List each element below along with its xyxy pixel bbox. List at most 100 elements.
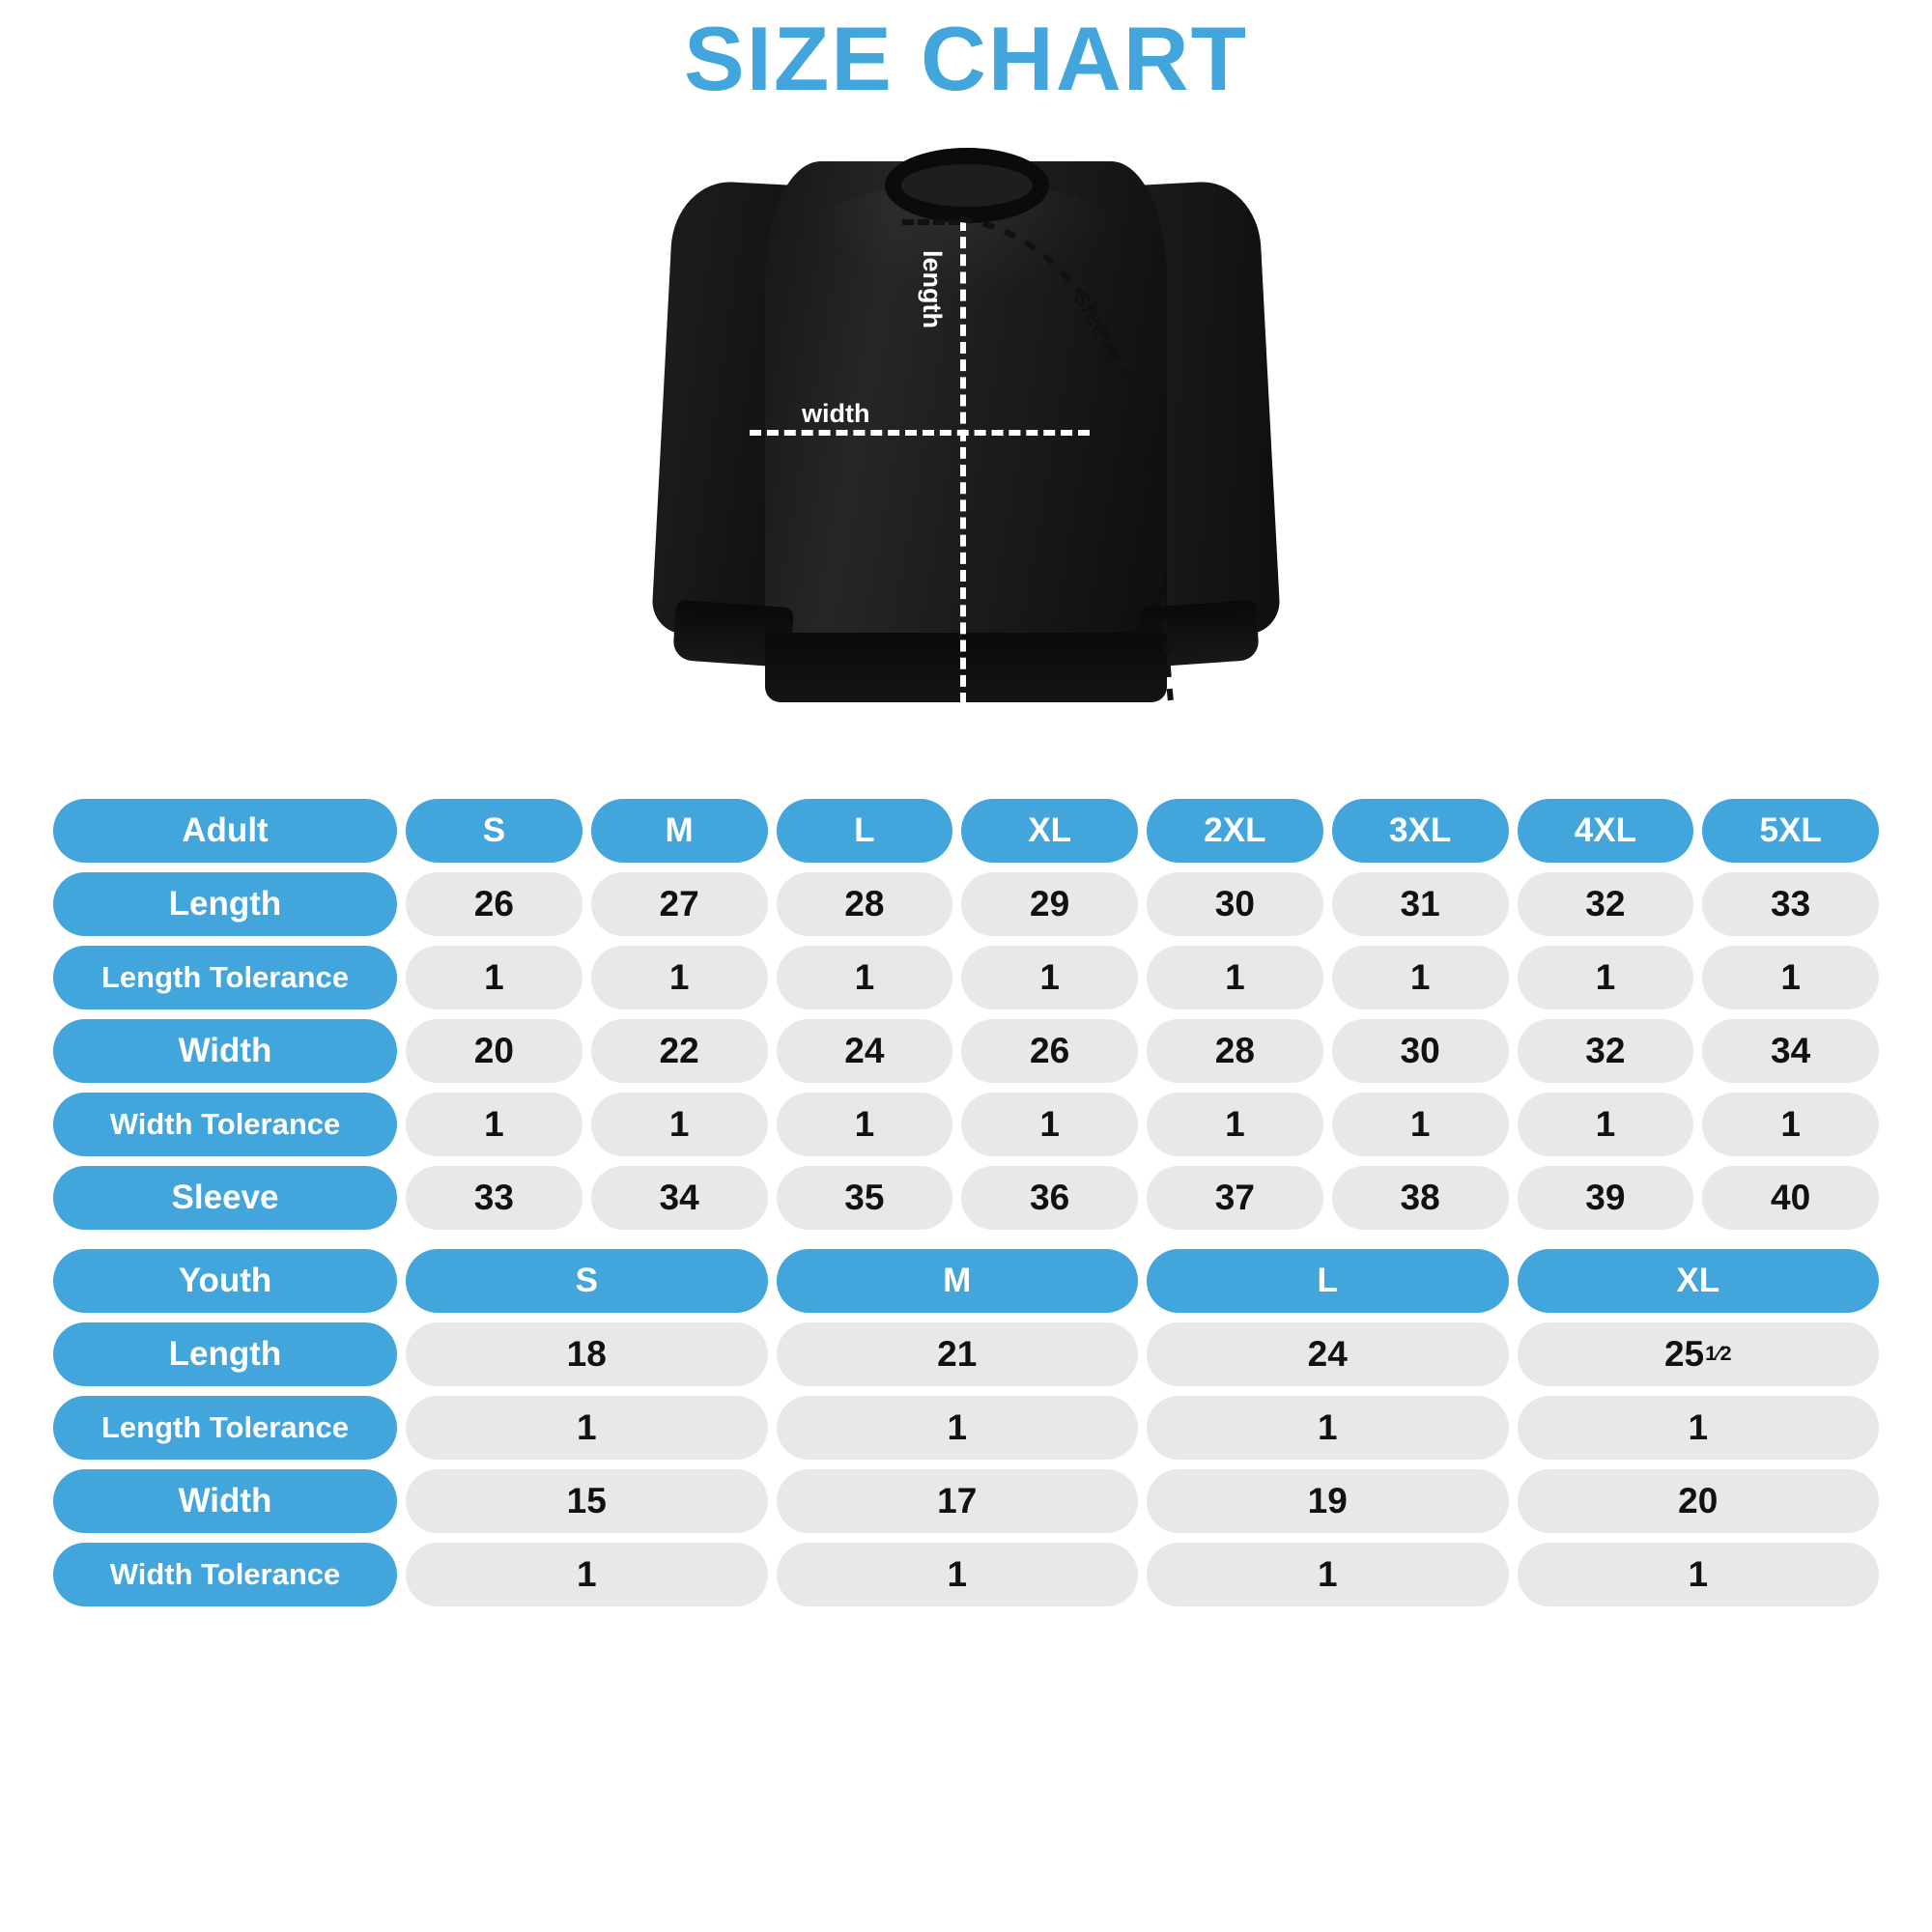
adult-row-label: Length [53, 871, 397, 936]
adult-cell: 1 [1147, 945, 1323, 1009]
width-guide-dashed-line [750, 429, 1090, 436]
adult-cell: 1 [1147, 1092, 1323, 1156]
adult-cell: 26 [961, 1018, 1138, 1083]
adult-size-header-l: L [776, 798, 953, 863]
youth-size-header-s: S [406, 1248, 768, 1313]
adult-cell: 35 [776, 1165, 953, 1230]
length-measure-label: length [918, 249, 947, 328]
adult-cell: 1 [1517, 945, 1694, 1009]
adult-cell: 1 [776, 945, 953, 1009]
adult-cell: 27 [590, 871, 768, 936]
adult-cell: 39 [1517, 1165, 1694, 1230]
adult-size-header-m: M [590, 798, 768, 863]
youth-cell: 1 [776, 1542, 1138, 1606]
hem-shape [765, 632, 1167, 702]
adult-cell: 1 [1702, 945, 1879, 1009]
youth-cell: 15 [406, 1468, 768, 1533]
youth-size-header-l: L [1147, 1248, 1509, 1313]
adult-cell: 34 [590, 1165, 768, 1230]
adult-size-header-5xl: 5XL [1702, 798, 1879, 863]
size-tables: Adult S M L XL 2XL 3XL 4XL 5XL Length 26 27 28 29 30 31… [0, 789, 1932, 1616]
youth-cell: 1 [1147, 1542, 1509, 1606]
adult-table-title: Adult [53, 798, 397, 863]
adult-cell: 33 [406, 1165, 582, 1230]
youth-row-label: Width [53, 1468, 397, 1533]
adult-cell: 1 [1517, 1092, 1694, 1156]
youth-table-title: Youth [53, 1248, 397, 1313]
adult-table-row: Length 26 27 28 29 30 31 32 33 [53, 871, 1879, 936]
adult-cell: 1 [590, 1092, 768, 1156]
youth-cell: 1 [1517, 1542, 1879, 1606]
adult-cell: 1 [1331, 945, 1509, 1009]
adult-cell: 22 [590, 1018, 768, 1083]
adult-table-row: Sleeve 33 34 35 36 37 38 39 40 [53, 1165, 1879, 1230]
youth-cell: 1 [1147, 1395, 1509, 1460]
adult-cell: 1 [406, 945, 582, 1009]
youth-size-header-xl: XL [1517, 1248, 1879, 1313]
width-measure-label: width [802, 398, 870, 428]
adult-cell: 31 [1331, 871, 1509, 936]
garment-diagram: width length sleeve [0, 113, 1932, 789]
adult-size-table: Adult S M L XL 2XL 3XL 4XL 5XL Length 26 27 28 29 30 31… [44, 789, 1888, 1239]
adult-cell: 26 [406, 871, 582, 936]
adult-cell: 36 [961, 1165, 1138, 1230]
adult-cell: 1 [961, 1092, 1138, 1156]
youth-cell: 24 [1147, 1321, 1509, 1386]
youth-table-row: Length Tolerance 1 1 1 1 [53, 1395, 1879, 1460]
adult-size-header-3xl: 3XL [1331, 798, 1509, 863]
adult-cell: 20 [406, 1018, 582, 1083]
adult-row-label: Width [53, 1018, 397, 1083]
adult-cell: 28 [1147, 1018, 1323, 1083]
youth-cell: 1 [406, 1395, 768, 1460]
youth-table-row: Length 18 21 24 25 1⁄2 [53, 1321, 1879, 1386]
page-title: SIZE CHART [684, 8, 1248, 109]
youth-header-row: Youth S M L XL [53, 1248, 1879, 1313]
youth-row-label: Length [53, 1321, 397, 1386]
adult-cell: 24 [776, 1018, 953, 1083]
adult-cell: 33 [1702, 871, 1879, 936]
youth-cell: 18 [406, 1321, 768, 1386]
youth-cell: 1 [406, 1542, 768, 1606]
youth-size-header-m: M [776, 1248, 1138, 1313]
adult-cell: 34 [1702, 1018, 1879, 1083]
youth-row-label: Width Tolerance [53, 1542, 397, 1606]
adult-cell: 32 [1517, 1018, 1694, 1083]
adult-cell: 1 [776, 1092, 953, 1156]
adult-row-label: Width Tolerance [53, 1092, 397, 1156]
adult-table-row: Length Tolerance 1 1 1 1 1 1 1 1 [53, 945, 1879, 1009]
adult-cell: 1 [1331, 1092, 1509, 1156]
adult-size-header-2xl: 2XL [1147, 798, 1323, 863]
adult-cell: 29 [961, 871, 1138, 936]
length-guide-dashed-line [960, 218, 966, 704]
adult-cell: 28 [776, 871, 953, 936]
adult-table-row: Width Tolerance 1 1 1 1 1 1 1 1 [53, 1092, 1879, 1156]
adult-row-label: Sleeve [53, 1165, 397, 1230]
youth-cell: 20 [1517, 1468, 1879, 1533]
adult-size-header-4xl: 4XL [1517, 798, 1694, 863]
youth-row-label: Length Tolerance [53, 1395, 397, 1460]
adult-cell: 38 [1331, 1165, 1509, 1230]
adult-size-header-xl: XL [961, 798, 1138, 863]
adult-table-row: Width 20 22 24 26 28 30 32 34 [53, 1018, 1879, 1083]
adult-cell: 30 [1147, 871, 1323, 936]
youth-cell: 25 1⁄2 [1517, 1321, 1879, 1386]
youth-cell: 19 [1147, 1468, 1509, 1533]
youth-size-table: Youth S M L XL Length 18 21 24 25 1⁄2 Length Tolera… [44, 1239, 1888, 1616]
adult-cell: 30 [1331, 1018, 1509, 1083]
sleeve-guide-dashed-curve [959, 215, 1174, 702]
adult-cell: 1 [961, 945, 1138, 1009]
adult-cell: 40 [1702, 1165, 1879, 1230]
adult-cell: 1 [590, 945, 768, 1009]
adult-row-label: Length Tolerance [53, 945, 397, 1009]
adult-cell: 1 [1702, 1092, 1879, 1156]
youth-table-row: Width Tolerance 1 1 1 1 [53, 1542, 1879, 1606]
youth-cell: 1 [776, 1395, 1138, 1460]
sweatshirt-illustration: width length sleeve [650, 123, 1282, 770]
adult-size-header-s: S [406, 798, 582, 863]
youth-cell: 21 [776, 1321, 1138, 1386]
youth-cell: 17 [776, 1468, 1138, 1533]
adult-cell: 32 [1517, 871, 1694, 936]
youth-cell: 1 [1517, 1395, 1879, 1460]
top-guide-dashed-line [902, 218, 960, 225]
